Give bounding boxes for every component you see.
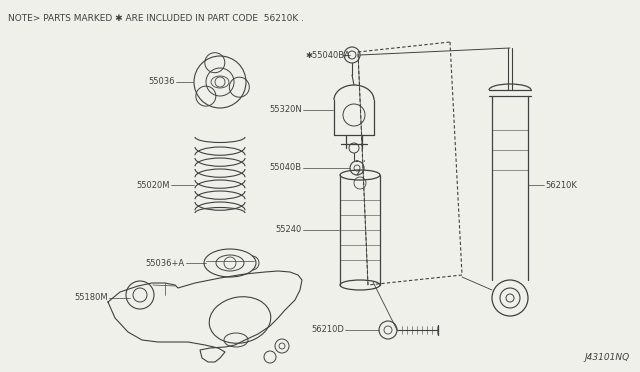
Text: 55036: 55036 [148,77,175,87]
Text: 55040B: 55040B [270,164,302,173]
Text: NOTE> PARTS MARKED ✱ ARE INCLUDED IN PART CODE  56210K .: NOTE> PARTS MARKED ✱ ARE INCLUDED IN PAR… [8,14,304,23]
Text: 56210K: 56210K [545,180,577,189]
Text: 55036+A: 55036+A [146,259,185,267]
Text: 56210D: 56210D [311,326,344,334]
Text: J43101NQ: J43101NQ [585,353,630,362]
Text: ✱55040BA: ✱55040BA [305,51,350,60]
Text: 55020M: 55020M [136,180,170,189]
Text: 55320N: 55320N [269,106,302,115]
Text: 55180M: 55180M [74,294,108,302]
Text: 55240: 55240 [276,225,302,234]
